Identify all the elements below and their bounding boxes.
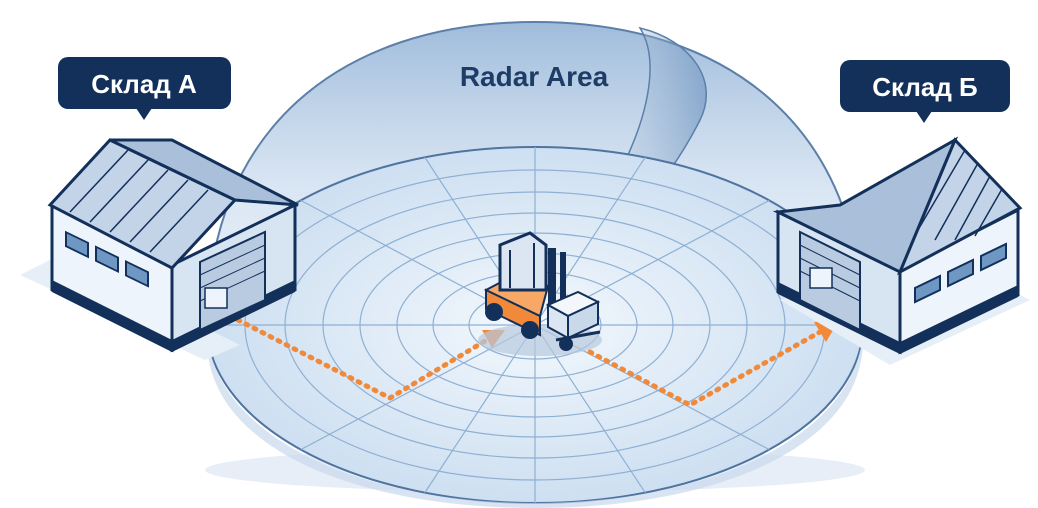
radar-label: Radar Area xyxy=(460,61,609,92)
warehouse-b-label: Склад Б xyxy=(872,72,978,102)
warehouse-a-icon xyxy=(20,138,299,360)
forklift-icon xyxy=(478,231,602,356)
warehouse-a-badge: Склад А xyxy=(58,57,231,120)
warehouse-a-label: Склад А xyxy=(91,69,197,99)
warehouse-b-badge: Склад Б xyxy=(840,60,1010,123)
warehouse-b-icon xyxy=(772,136,1030,365)
